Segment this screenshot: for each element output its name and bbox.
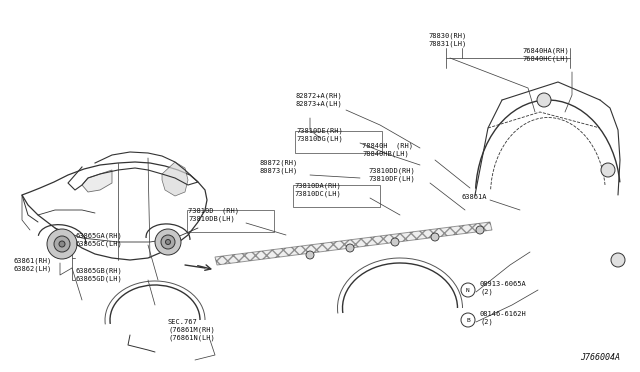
Circle shape	[47, 229, 77, 259]
Circle shape	[461, 283, 475, 297]
Text: 73810DE(RH)
73810DG(LH): 73810DE(RH) 73810DG(LH)	[296, 128, 343, 142]
Circle shape	[306, 251, 314, 259]
Circle shape	[346, 244, 354, 252]
Circle shape	[54, 236, 70, 252]
Text: 73810D  (RH)
73810DB(LH): 73810D (RH) 73810DB(LH)	[188, 208, 239, 222]
Circle shape	[166, 240, 170, 244]
Text: SEC.767
(76861M(RH)
(76861N(LH): SEC.767 (76861M(RH) (76861N(LH)	[168, 319, 215, 341]
Circle shape	[476, 226, 484, 234]
Text: 80872(RH)
80873(LH): 80872(RH) 80873(LH)	[260, 160, 298, 174]
Text: 63861(RH)
63862(LH): 63861(RH) 63862(LH)	[14, 258, 52, 272]
Text: 78840H  (RH)
78840HB(LH): 78840H (RH) 78840HB(LH)	[362, 143, 413, 157]
Text: 08913-6065A
(2): 08913-6065A (2)	[480, 281, 527, 295]
Text: B: B	[466, 317, 470, 323]
Text: 78830(RH)
78831(LH): 78830(RH) 78831(LH)	[428, 33, 467, 47]
Polygon shape	[162, 162, 188, 196]
Circle shape	[431, 233, 439, 241]
Polygon shape	[82, 170, 112, 192]
Text: N: N	[466, 288, 470, 292]
Polygon shape	[215, 222, 492, 265]
Circle shape	[461, 313, 475, 327]
Text: J766004A: J766004A	[580, 353, 620, 362]
Circle shape	[611, 253, 625, 267]
Text: 73810DD(RH)
73810DF(LH): 73810DD(RH) 73810DF(LH)	[368, 168, 415, 182]
Text: 63865GA(RH)
63865GC(LH): 63865GA(RH) 63865GC(LH)	[75, 233, 122, 247]
Text: 73810DA(RH)
73810DC(LH): 73810DA(RH) 73810DC(LH)	[294, 183, 340, 197]
Text: 63861A: 63861A	[462, 194, 488, 200]
Circle shape	[537, 93, 551, 107]
Circle shape	[59, 241, 65, 247]
Circle shape	[601, 163, 615, 177]
Circle shape	[391, 238, 399, 246]
Circle shape	[161, 235, 175, 249]
Text: 76840HA(RH)
76840HC(LH): 76840HA(RH) 76840HC(LH)	[522, 48, 569, 62]
Text: 82872+A(RH)
82873+A(LH): 82872+A(RH) 82873+A(LH)	[296, 93, 343, 107]
Text: 08146-6162H
(2): 08146-6162H (2)	[480, 311, 527, 325]
Text: 63865GB(RH)
63865GD(LH): 63865GB(RH) 63865GD(LH)	[75, 268, 122, 282]
Circle shape	[155, 229, 181, 255]
